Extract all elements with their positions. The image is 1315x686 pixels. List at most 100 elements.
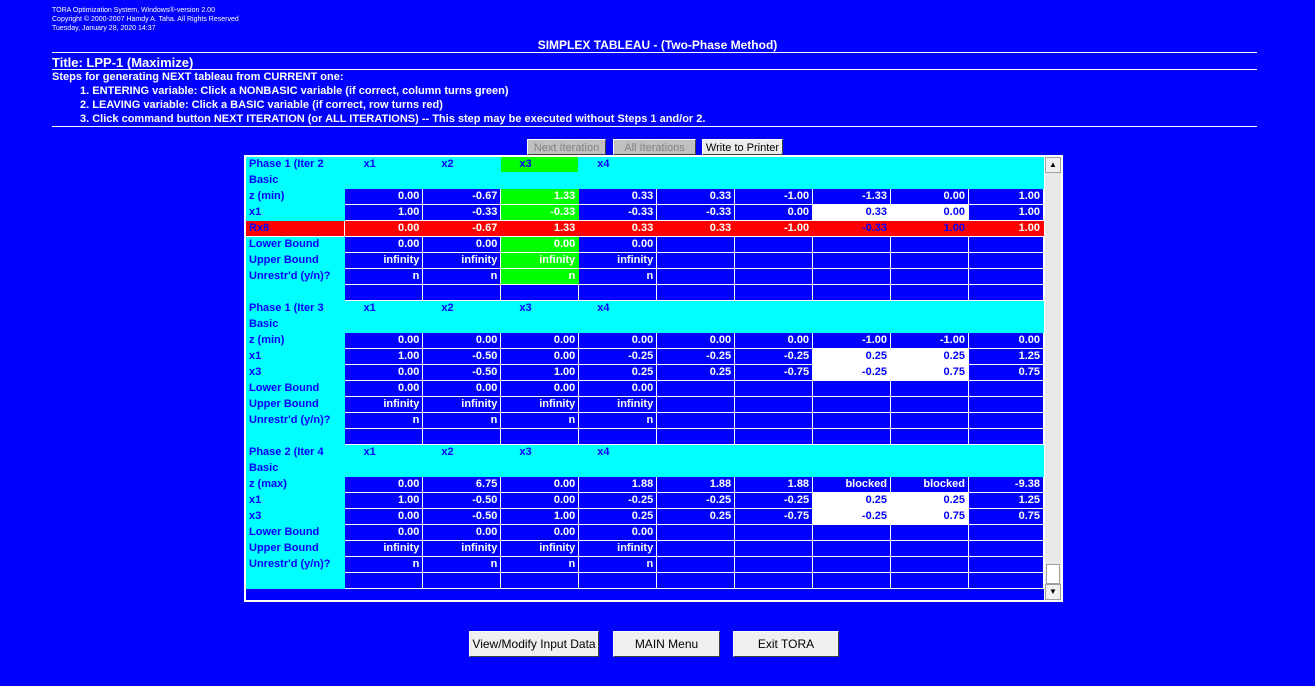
variable-header[interactable]: x1	[344, 300, 424, 317]
bound-cell[interactable]: n	[344, 556, 424, 573]
bound-label: Unrestr'd (y/n)?	[246, 556, 346, 573]
bound-cell[interactable]: infinity	[578, 540, 658, 557]
scrollbar-thumb[interactable]	[1046, 564, 1060, 584]
spacer-cell	[968, 428, 1044, 445]
tableau-cell: -1.00	[890, 332, 969, 349]
bound-cell[interactable]: infinity	[422, 252, 502, 269]
bound-cell[interactable]: 0.00	[500, 236, 580, 253]
tableau-cell: -0.67	[422, 188, 502, 205]
bound-cell[interactable]: infinity	[500, 540, 580, 557]
variable-header[interactable]: x2	[422, 300, 502, 317]
next-iteration-button[interactable]: Next Iteration	[527, 139, 606, 155]
bound-cell[interactable]: 0.00	[578, 380, 658, 397]
tableau-cell: 1.33	[500, 188, 580, 205]
variable-header[interactable]: x3	[500, 444, 580, 461]
variable-header[interactable]: x4	[578, 157, 658, 173]
bound-cell[interactable]: n	[422, 556, 502, 573]
variable-header[interactable]: x3	[500, 300, 580, 317]
column-header[interactable]: Solution	[298, 317, 1044, 333]
bound-cell[interactable]: 0.00	[422, 524, 502, 541]
main-menu-button[interactable]: MAIN Menu	[613, 631, 720, 657]
bound-cell[interactable]: 0.00	[344, 236, 424, 253]
bound-cell[interactable]: 0.00	[500, 380, 580, 397]
spacer-cell	[812, 572, 892, 589]
bound-cell[interactable]: infinity	[344, 540, 424, 557]
bound-cell[interactable]: infinity	[578, 396, 658, 413]
scroll-down-arrow-icon[interactable]: ▼	[1045, 584, 1061, 600]
basic-variable-label[interactable]: z (min)	[246, 188, 346, 205]
bound-cell[interactable]: infinity	[344, 252, 424, 269]
basic-variable-label[interactable]: x1	[246, 492, 346, 509]
copyright-text: Copyright © 2000-2007 Hamdy A. Taha. All…	[52, 16, 239, 23]
tableau-cell: 1.00	[344, 492, 424, 509]
exit-tora-button[interactable]: Exit TORA	[733, 631, 839, 657]
tableau-cell: 0.00	[500, 348, 580, 365]
spacer-cell	[890, 572, 969, 589]
bound-cell[interactable]: 0.00	[578, 236, 658, 253]
bound-cell[interactable]: n	[422, 268, 502, 285]
bound-cell[interactable]: infinity	[344, 396, 424, 413]
spacer-cell	[656, 284, 736, 301]
empty-cell	[734, 540, 814, 557]
tableau-cell: 0.33	[578, 220, 658, 237]
bound-cell[interactable]: n	[344, 268, 424, 285]
variable-header[interactable]: x1	[344, 444, 424, 461]
header-blank-cell	[656, 444, 736, 461]
tableau-cell: 0.00	[656, 332, 736, 349]
empty-cell	[656, 268, 736, 285]
basic-variable-label[interactable]: Rx8	[246, 220, 346, 237]
bound-cell[interactable]: n	[578, 556, 658, 573]
empty-cell	[656, 236, 736, 253]
all-iterations-button[interactable]: All Iterations	[613, 139, 696, 155]
basic-variable-label[interactable]: x3	[246, 364, 346, 381]
vertical-scrollbar[interactable]: ▲ ▼	[1045, 157, 1061, 600]
bound-cell[interactable]: n	[500, 412, 580, 429]
basic-variable-label[interactable]: z (max)	[246, 476, 346, 493]
variable-header[interactable]: x3	[500, 157, 580, 173]
variable-header[interactable]: x2	[422, 444, 502, 461]
bound-cell[interactable]: n	[578, 412, 658, 429]
bound-cell[interactable]: infinity	[422, 540, 502, 557]
tableau-cell: 1.00	[500, 508, 580, 525]
bound-cell[interactable]: infinity	[578, 252, 658, 269]
bound-label: Lower Bound	[246, 380, 346, 397]
bound-cell[interactable]: n	[344, 412, 424, 429]
bound-cell[interactable]: infinity	[500, 396, 580, 413]
phase-label: Phase 1 (Iter 3	[246, 300, 346, 317]
basic-variable-label[interactable]: x3	[246, 508, 346, 525]
view-modify-input-button[interactable]: View/Modify Input Data	[469, 631, 599, 657]
tableau-cell: 1.00	[344, 204, 424, 221]
bound-cell[interactable]: 0.00	[344, 380, 424, 397]
bound-cell[interactable]: n	[578, 268, 658, 285]
tableau-cell: -0.50	[422, 348, 502, 365]
scroll-up-arrow-icon[interactable]: ▲	[1045, 157, 1061, 173]
empty-cell	[890, 236, 969, 253]
variable-header[interactable]: x4	[578, 300, 658, 317]
empty-cell	[968, 380, 1044, 397]
column-header[interactable]: Solution	[298, 173, 1044, 189]
bound-cell[interactable]: 0.00	[422, 236, 502, 253]
variable-header[interactable]: x1	[344, 157, 424, 173]
write-to-printer-button[interactable]: Write to Printer	[702, 139, 783, 155]
variable-header[interactable]: x4	[578, 444, 658, 461]
bound-cell[interactable]: infinity	[500, 252, 580, 269]
header-blank-cell	[656, 157, 736, 173]
bound-cell[interactable]: n	[500, 556, 580, 573]
basic-variable-label[interactable]: z (min)	[246, 332, 346, 349]
bound-cell[interactable]: 0.00	[578, 524, 658, 541]
bound-cell[interactable]: n	[422, 412, 502, 429]
empty-cell	[656, 556, 736, 573]
bound-cell[interactable]: 0.00	[344, 524, 424, 541]
bound-cell[interactable]: 0.00	[422, 380, 502, 397]
variable-header[interactable]: x2	[422, 157, 502, 173]
empty-cell	[968, 540, 1044, 557]
basic-variable-label[interactable]: x1	[246, 348, 346, 365]
basic-variable-label[interactable]: x1	[246, 204, 346, 221]
bound-cell[interactable]: infinity	[422, 396, 502, 413]
empty-cell	[890, 268, 969, 285]
bound-cell[interactable]: n	[500, 268, 580, 285]
spacer-cell	[344, 572, 424, 589]
bound-cell[interactable]: 0.00	[500, 524, 580, 541]
spacer-cell	[344, 284, 424, 301]
column-header[interactable]: Solution	[298, 461, 1044, 477]
